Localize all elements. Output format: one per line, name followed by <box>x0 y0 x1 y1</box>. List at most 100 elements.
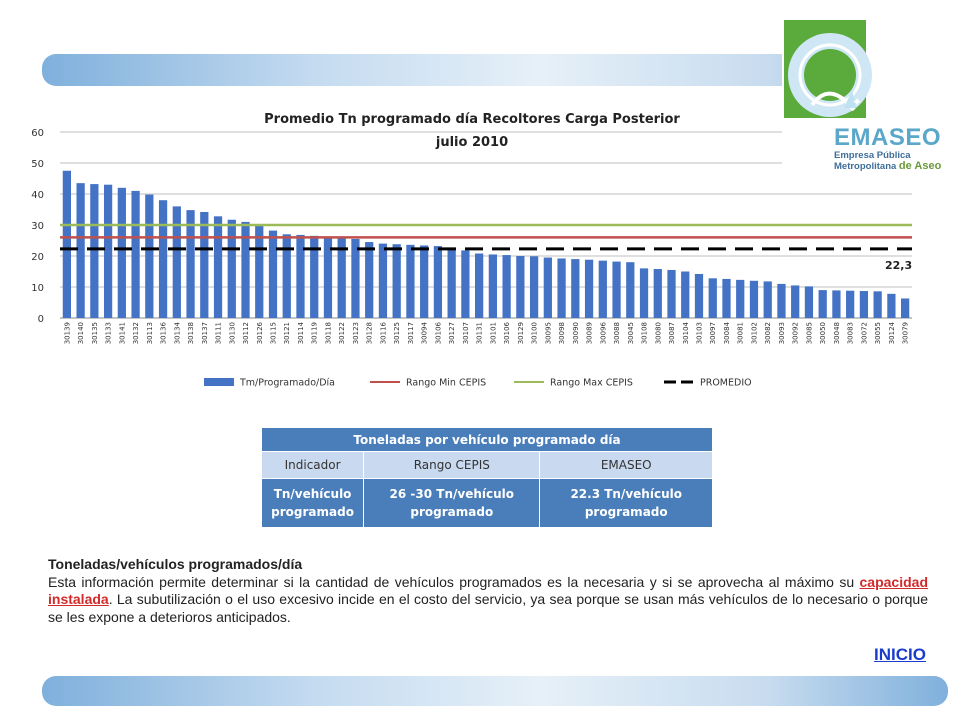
bar <box>557 258 566 318</box>
logo-subtitle-1: Empresa Pública <box>834 150 911 161</box>
table-header-rango: Rango CEPIS <box>363 451 541 479</box>
x-tick-label: 30130 <box>228 322 236 344</box>
bar <box>310 235 319 318</box>
x-tick-label: 30081 <box>737 322 745 344</box>
x-tick-label: 30048 <box>833 322 841 344</box>
chart-legend: Tm/Programado/Día Rango Min CEPIS Rango Ma… <box>204 378 752 389</box>
bar <box>653 269 662 318</box>
bar <box>516 256 525 318</box>
x-tick-label: 30100 <box>531 322 539 344</box>
x-tick-label: 30138 <box>187 322 195 344</box>
bar <box>76 183 85 318</box>
x-tick-label: 30095 <box>544 322 552 344</box>
logo-mark-icon: ✦ <box>784 20 872 118</box>
description-title: Toneladas/vehículos programados/día <box>48 556 303 572</box>
x-tick-label: 30083 <box>847 322 855 344</box>
table-title: Toneladas por vehículo programado día <box>261 427 713 452</box>
bar <box>351 238 360 318</box>
bar <box>433 246 443 318</box>
bar <box>846 290 855 318</box>
x-tick-label: 30087 <box>668 322 676 344</box>
bar <box>667 269 676 318</box>
bar <box>488 254 497 318</box>
x-tick-label: 30085 <box>805 322 813 344</box>
y-tick-label: 10 <box>31 283 44 294</box>
bar <box>461 250 470 318</box>
bar <box>543 257 552 318</box>
x-tick-label: 30113 <box>146 322 154 344</box>
bar <box>639 268 649 318</box>
x-tick-label: 30139 <box>63 322 71 344</box>
x-tick-label: 30082 <box>764 322 772 344</box>
bar <box>708 278 717 318</box>
bar <box>681 271 690 318</box>
x-tick-label: 30131 <box>476 322 484 344</box>
x-tick-label: 30050 <box>819 322 827 344</box>
x-tick-label: 30080 <box>654 322 662 344</box>
promedio-data-label: 22,3 <box>885 259 912 272</box>
bar <box>749 280 759 318</box>
bar <box>722 278 731 318</box>
x-tick-label: 30136 <box>160 321 168 344</box>
table-cell-emaseo: 22.3 Tn/vehículo programado <box>539 478 713 528</box>
logo-subtitle-2a: Metropolitana <box>834 161 899 172</box>
x-tick-label: 30122 <box>338 322 346 344</box>
x-tick-label: 30126 <box>256 321 264 344</box>
x-tick-label: 30084 <box>723 321 731 344</box>
bar <box>887 293 896 318</box>
inicio-link[interactable]: INICIO <box>874 645 926 664</box>
y-tick-label: 40 <box>31 190 44 201</box>
x-tick-label: 30125 <box>393 322 401 344</box>
y-tick-label: 20 <box>31 252 44 263</box>
bar <box>365 242 374 318</box>
bar <box>475 253 484 318</box>
bar <box>529 256 539 318</box>
bar <box>447 249 456 318</box>
x-tick-label: 30055 <box>874 322 882 344</box>
bar <box>158 200 168 318</box>
x-tick-label: 30121 <box>283 322 291 344</box>
bar <box>103 184 113 318</box>
x-tick-label: 30098 <box>558 322 566 344</box>
x-tick-label: 30111 <box>215 322 223 344</box>
description: Toneladas/vehículos programados/día Esta… <box>48 556 928 626</box>
capacidad-instalada-link[interactable]: capacidad instalada <box>48 573 928 608</box>
table-header-indicador: Indicador <box>260 451 365 479</box>
bar <box>131 190 140 318</box>
x-tick-label: 30097 <box>709 322 717 344</box>
x-tick-label: 30090 <box>572 322 580 344</box>
x-tick-label: 30093 <box>778 322 786 344</box>
bar <box>626 262 635 318</box>
bar <box>337 237 346 318</box>
x-tick-label: 30117 <box>407 322 415 344</box>
bar <box>200 211 209 318</box>
legend-entry: Tm/Programado/Día <box>239 378 335 389</box>
bar <box>282 234 291 318</box>
x-tick-label: 30133 <box>105 322 113 344</box>
x-tick-label: 30079 <box>902 322 910 344</box>
bar <box>804 286 814 318</box>
x-tick-label: 30107 <box>462 322 470 344</box>
bar <box>571 259 580 318</box>
x-tick-label: 30103 <box>696 322 704 344</box>
bar <box>90 184 99 318</box>
table-cell-indicador: Tn/vehículo programado <box>260 478 365 528</box>
bar <box>818 290 827 318</box>
bar <box>255 225 264 318</box>
chart-subtitle: julio 2010 <box>435 135 508 150</box>
table-cell-rango: 26 -30 Tn/vehículo programado <box>363 478 541 528</box>
bar <box>213 216 223 318</box>
x-tick-label: 30129 <box>517 322 525 344</box>
x-tick-label: 30106 <box>434 321 442 344</box>
x-tick-label: 30127 <box>448 322 456 344</box>
bar <box>241 221 250 318</box>
bar <box>268 230 278 318</box>
bar <box>791 285 800 318</box>
description-text-end: . La subutilización o el uso excesivo in… <box>48 591 928 625</box>
y-tick-label: 30 <box>31 221 44 232</box>
logo-subtitle-2: Metropolitana de Aseo <box>834 161 941 173</box>
chart-title: Promedio Tn programado día Recoltores Ca… <box>264 112 680 127</box>
x-tick-label: 30114 <box>297 321 305 344</box>
x-tick-label: 30106 <box>503 321 511 344</box>
